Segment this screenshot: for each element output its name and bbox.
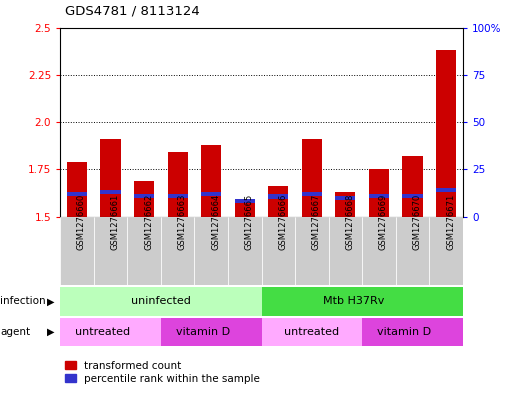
Bar xyxy=(295,217,328,285)
Bar xyxy=(134,194,154,198)
Bar xyxy=(195,217,228,285)
Bar xyxy=(201,192,221,196)
Bar xyxy=(161,318,262,346)
Bar xyxy=(328,217,362,285)
Legend: transformed count, percentile rank within the sample: transformed count, percentile rank withi… xyxy=(65,361,260,384)
Text: untreated: untreated xyxy=(285,327,339,337)
Text: GSM1276665: GSM1276665 xyxy=(245,194,254,250)
Bar xyxy=(235,198,255,203)
Bar xyxy=(436,50,456,217)
Text: GSM1276666: GSM1276666 xyxy=(278,194,287,250)
Bar xyxy=(94,217,127,285)
Bar xyxy=(134,181,154,217)
Text: vitamin D: vitamin D xyxy=(176,327,230,337)
Text: infection: infection xyxy=(0,296,46,307)
Bar xyxy=(436,188,456,192)
Text: GSM1276669: GSM1276669 xyxy=(379,194,388,250)
Bar xyxy=(201,145,221,217)
Bar xyxy=(100,190,121,194)
Bar xyxy=(369,194,389,198)
Bar xyxy=(167,194,188,198)
Text: GSM1276664: GSM1276664 xyxy=(211,194,220,250)
Bar xyxy=(268,195,288,198)
Bar xyxy=(60,287,262,316)
Text: GSM1276671: GSM1276671 xyxy=(446,194,455,250)
Bar xyxy=(167,152,188,217)
Bar xyxy=(228,217,262,285)
Text: GSM1276662: GSM1276662 xyxy=(144,194,153,250)
Bar xyxy=(403,194,423,198)
Text: GSM1276670: GSM1276670 xyxy=(413,194,422,250)
Text: GSM1276661: GSM1276661 xyxy=(110,194,119,250)
Bar xyxy=(100,139,121,217)
Bar xyxy=(369,169,389,217)
Text: untreated: untreated xyxy=(75,327,130,337)
Text: Mtb H37Rv: Mtb H37Rv xyxy=(323,296,384,307)
Bar xyxy=(60,318,161,346)
Bar xyxy=(335,196,356,200)
Bar xyxy=(362,217,396,285)
Bar xyxy=(67,192,87,196)
Bar xyxy=(60,217,94,285)
Text: GDS4781 / 8113124: GDS4781 / 8113124 xyxy=(65,5,200,18)
Text: GSM1276660: GSM1276660 xyxy=(77,194,86,250)
Text: vitamin D: vitamin D xyxy=(377,327,431,337)
Bar xyxy=(302,192,322,196)
Bar xyxy=(268,186,288,217)
Bar xyxy=(161,217,195,285)
Text: uninfected: uninfected xyxy=(131,296,191,307)
Text: agent: agent xyxy=(0,327,30,337)
Bar xyxy=(302,139,322,217)
Bar xyxy=(235,202,255,217)
Bar xyxy=(262,217,295,285)
Bar xyxy=(262,287,463,316)
Text: GSM1276663: GSM1276663 xyxy=(178,194,187,250)
Bar xyxy=(127,217,161,285)
Bar xyxy=(262,318,362,346)
Bar xyxy=(67,162,87,217)
Bar xyxy=(396,217,429,285)
Bar xyxy=(362,318,463,346)
Text: ▶: ▶ xyxy=(48,327,55,337)
Bar xyxy=(335,192,356,217)
Text: GSM1276668: GSM1276668 xyxy=(345,194,355,250)
Bar xyxy=(429,217,463,285)
Bar xyxy=(403,156,423,217)
Text: GSM1276667: GSM1276667 xyxy=(312,194,321,250)
Text: ▶: ▶ xyxy=(48,296,55,307)
